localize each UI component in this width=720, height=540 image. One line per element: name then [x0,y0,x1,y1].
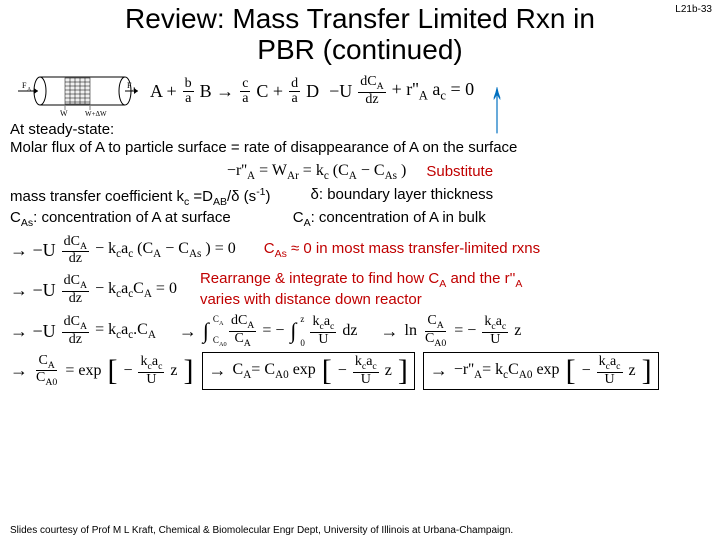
title-line1: Review: Mass Transfer Limited Rxn in [125,3,595,34]
final-rate-box: → −r''A= kcCA0 exp [ − kcacU z ] [423,352,659,390]
flux-eq: −r''A = WAr = kc (CA − CAs ) [227,162,406,182]
eq-step-c: → −U dCAdz = kcac.CA [10,315,156,347]
substitute-label: Substitute [426,163,493,182]
svg-text:A: A [132,87,137,93]
eq-step-b: → −U dCAdz − kcacCA = 0 [10,274,177,306]
reaction-eq: A + ba B → ca C + da D [150,77,319,106]
rearrange-note: Rearrange & integrate to find how CA and… [200,270,710,310]
page-number: L21b-33 [675,4,712,15]
title-line2: PBR (continued) [257,34,462,65]
eq-exp-ratio: → CACA0 = exp [ − kcacU z ] [10,354,194,388]
eq-ln: → ln CACA0 = − kcacU z [381,314,522,348]
steady-state-text: At steady-state: Molar flux of A to part… [10,121,710,159]
blue-arrow-icon: ↑ [490,61,504,151]
eq-integral: → ∫CACA0 dCACA = − ∫z0 kcacU dz [179,314,358,348]
governing-eq: −U dCAdz + r''A ac = 0 [329,75,474,107]
definitions-row1: mass transfer coefficient kc =DAB/δ (s-1… [10,186,710,209]
pbr-diagram: FA FA W W+ΔW [10,64,140,119]
footer-credit: Slides courtesy of Prof M L Kraft, Chemi… [10,525,513,536]
final-ca-box: → CA= CA0 exp [ − kcacU z ] [202,352,415,390]
eq-step-a: → −U dCAdz − kcac (CA − CAs ) = 0 [10,235,236,267]
svg-text:W+ΔW: W+ΔW [85,110,107,118]
cas-note: CAs ≈ 0 in most mass transfer-limited rx… [264,240,540,261]
slide-title: Review: Mass Transfer Limited Rxn in PBR… [10,4,710,66]
svg-text:A: A [27,87,32,93]
definitions-row2: CAs: concentration of A at surface CA: c… [10,209,710,230]
svg-text:W: W [60,109,68,118]
